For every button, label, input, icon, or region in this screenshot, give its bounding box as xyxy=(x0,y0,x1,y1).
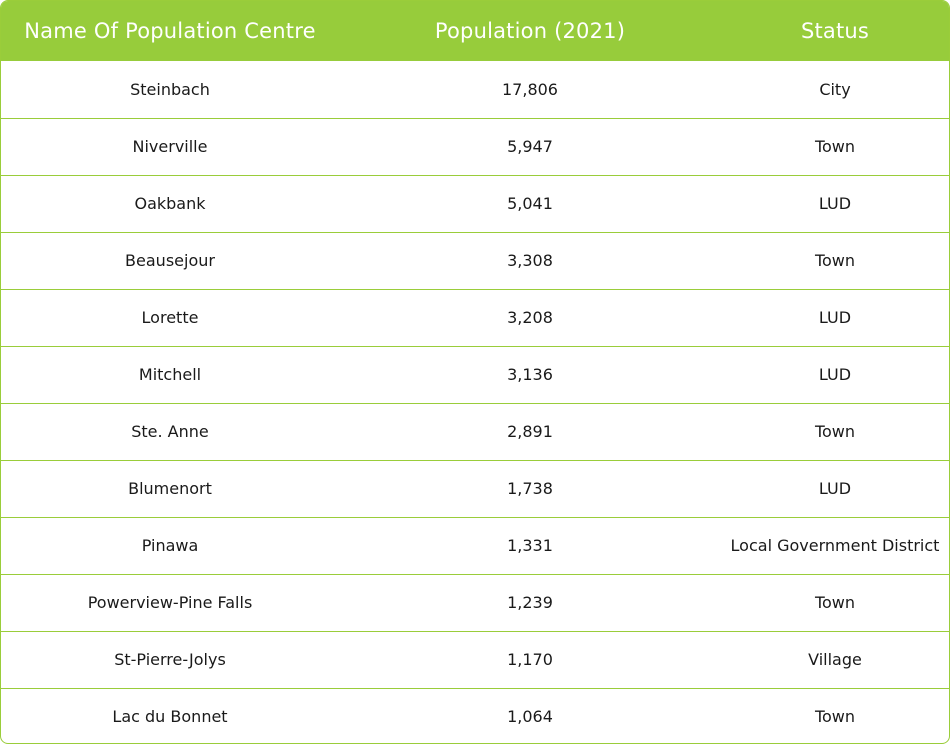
table-header: Name Of Population Centre Population (20… xyxy=(1,1,949,61)
table-row: Steinbach 17,806 City xyxy=(1,61,949,118)
cell-name: Lac du Bonnet xyxy=(1,687,339,743)
cell-status: Town xyxy=(721,231,949,289)
cell-name: Mitchell xyxy=(1,345,339,403)
header-population: Population (2021) xyxy=(434,19,626,43)
cell-status: LUD xyxy=(721,174,949,232)
cell-name: Ste. Anne xyxy=(1,402,339,460)
cell-name: Niverville xyxy=(1,117,339,175)
table-row: Blumenort 1,738 LUD xyxy=(1,459,949,517)
cell-population: 3,208 xyxy=(339,288,721,346)
cell-status: Town xyxy=(721,687,949,743)
table-row: Mitchell 3,136 LUD xyxy=(1,345,949,403)
cell-population: 1,738 xyxy=(339,459,721,517)
cell-population: 3,308 xyxy=(339,231,721,289)
cell-status: LUD xyxy=(721,345,949,403)
table-row: Niverville 5,947 Town xyxy=(1,117,949,175)
cell-name: St-Pierre-Jolys xyxy=(1,630,339,688)
cell-name: Lorette xyxy=(1,288,339,346)
table-row: Lac du Bonnet 1,064 Town xyxy=(1,687,949,743)
table-row: Ste. Anne 2,891 Town xyxy=(1,402,949,460)
cell-name: Beausejour xyxy=(1,231,339,289)
cell-status: Town xyxy=(721,117,949,175)
cell-population: 5,041 xyxy=(339,174,721,232)
table-body: Steinbach 17,806 City Niverville 5,947 T… xyxy=(1,61,949,743)
cell-population: 1,064 xyxy=(339,687,721,743)
header-status: Status xyxy=(800,19,870,43)
cell-population: 3,136 xyxy=(339,345,721,403)
table-row: Pinawa 1,331 Local Government District xyxy=(1,516,949,574)
cell-status: Town xyxy=(721,402,949,460)
cell-status: Local Government District xyxy=(721,516,949,574)
cell-population: 2,891 xyxy=(339,402,721,460)
cell-name: Steinbach xyxy=(130,79,210,99)
table-row: Powerview-Pine Falls 1,239 Town xyxy=(1,573,949,631)
cell-status: Town xyxy=(721,573,949,631)
cell-status: City xyxy=(819,79,851,99)
cell-status: LUD xyxy=(721,459,949,517)
cell-population: 1,239 xyxy=(339,573,721,631)
cell-population: 1,331 xyxy=(339,516,721,574)
cell-name: Oakbank xyxy=(1,174,339,232)
cell-name: Pinawa xyxy=(1,516,339,574)
cell-name: Powerview-Pine Falls xyxy=(1,573,339,631)
cell-population: 1,170 xyxy=(339,630,721,688)
table-row: St-Pierre-Jolys 1,170 Village xyxy=(1,630,949,688)
cell-population: 5,947 xyxy=(339,117,721,175)
cell-name: Blumenort xyxy=(1,459,339,517)
cell-population: 17,806 xyxy=(502,79,558,99)
header-name: Name Of Population Centre xyxy=(24,19,316,43)
cell-status: LUD xyxy=(721,288,949,346)
table-row: Oakbank 5,041 LUD xyxy=(1,174,949,232)
table-row: Lorette 3,208 LUD xyxy=(1,288,949,346)
table-row: Beausejour 3,308 Town xyxy=(1,231,949,289)
header-row: Name Of Population Centre Population (20… xyxy=(1,1,949,61)
cell-status: Village xyxy=(721,630,949,688)
